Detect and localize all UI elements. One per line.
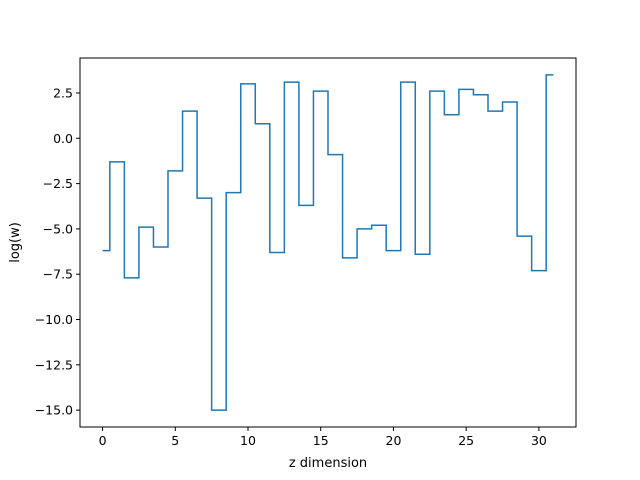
x-tick-label: 30	[531, 433, 547, 448]
series-line-0	[102, 74, 554, 411]
y-tick-label: −15.0	[35, 403, 73, 418]
y-axis-label: log(w)	[8, 222, 23, 263]
y-tick-label: −7.5	[43, 267, 73, 282]
y-tick-label: −12.5	[35, 357, 73, 372]
plot-area	[102, 74, 554, 411]
y-tick-label: −10.0	[35, 312, 73, 327]
axes-frame	[79, 57, 577, 428]
x-tick-label: 25	[458, 433, 474, 448]
x-tick-label: 10	[240, 433, 256, 448]
x-tick-label: 5	[171, 433, 179, 448]
x-axis-label: z dimension	[289, 456, 367, 471]
x-tick-label: 0	[99, 433, 107, 448]
y-tick-label: −2.5	[43, 176, 73, 191]
x-tick-label: 20	[386, 433, 402, 448]
x-tick-label: 15	[313, 433, 329, 448]
y-tick-label: 2.5	[53, 85, 73, 100]
y-axis: 2.5 0.0 −2.5 −5.0 −7.5 −10.0 −12.5 −15.0	[35, 85, 80, 418]
y-tick-label: 0.0	[53, 131, 73, 146]
y-tick-label: −5.0	[43, 221, 73, 236]
x-axis: 0 5 10 15 20 25 30	[99, 427, 547, 448]
